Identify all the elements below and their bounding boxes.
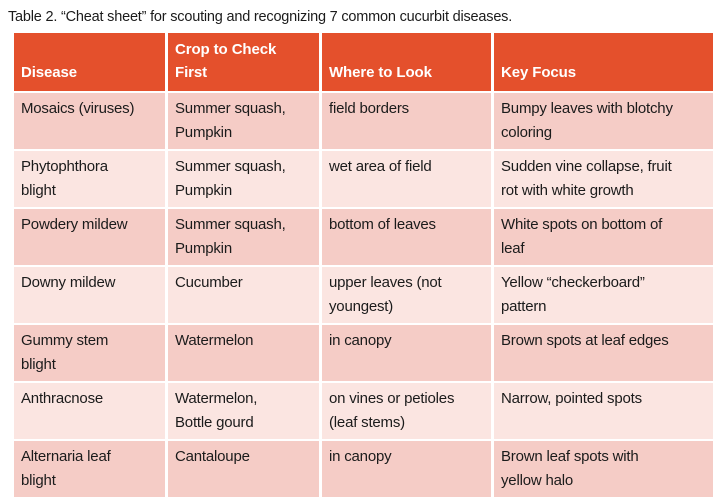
table-cell: White spots on bottom of leaf (494, 209, 713, 267)
table-cell: Brown leaf spots with yellow halo (494, 441, 713, 498)
table-cell: Phytophthora blight (14, 151, 168, 209)
table-cell: Anthracnose (14, 383, 168, 441)
disease-table: Disease Crop to Check First Where to Look K… (14, 33, 713, 498)
table-cell: on vines or petioles (leaf stems) (322, 383, 494, 441)
table-row: Powdery mildew Summer squash, Pumpkin bott… (14, 209, 713, 267)
table-row: Mosaics (viruses) Summer squash, Pumpkin f… (14, 93, 713, 151)
table-cell: Yellow “checkerboard” pattern (494, 267, 713, 325)
table-row: Alternaria leaf blight Cantaloupe in canop… (14, 441, 713, 498)
table-cell: Brown spots at leaf edges (494, 325, 713, 383)
table-cell: in canopy (322, 441, 494, 498)
column-header: Where to Look (322, 33, 494, 93)
table-cell: Powdery mildew (14, 209, 168, 267)
table-row: Phytophthora blight Summer squash, Pumpki… (14, 151, 713, 209)
table-cell: bottom of leaves (322, 209, 494, 267)
table-row: Gummy stem blight Watermelon in canopy Brow… (14, 325, 713, 383)
table-cell: Mosaics (viruses) (14, 93, 168, 151)
table-cell: Bumpy leaves with blotchy coloring (494, 93, 713, 151)
table-cell: Gummy stem blight (14, 325, 168, 383)
table-body: Mosaics (viruses) Summer squash, Pumpkin f… (14, 93, 713, 498)
table-cell: Sudden vine collapse, fruit rot with whi… (494, 151, 713, 209)
table-cell: in canopy (322, 325, 494, 383)
header-row: Disease Crop to Check First Where to Look K… (14, 33, 713, 93)
table-cell: Summer squash, Pumpkin (168, 93, 322, 151)
table-cell: Watermelon, Bottle gourd (168, 383, 322, 441)
table-cell: Alternaria leaf blight (14, 441, 168, 498)
table-row: Anthracnose Watermelon, Bottle gourd on vi… (14, 383, 713, 441)
table-cell: Summer squash, Pumpkin (168, 209, 322, 267)
table-cell: Cucumber (168, 267, 322, 325)
column-header: Key Focus (494, 33, 713, 93)
table-cell: Summer squash, Pumpkin (168, 151, 322, 209)
column-header: Disease (14, 33, 168, 93)
table-caption: Table 2. “Cheat sheet” for scouting and … (8, 9, 513, 25)
table-header: Disease Crop to Check First Where to Look K… (14, 33, 713, 93)
table-cell: Cantaloupe (168, 441, 322, 498)
table-row: Downy mildew Cucumber upper leaves (not yo… (14, 267, 713, 325)
table-cell: Watermelon (168, 325, 322, 383)
table-cell: Downy mildew (14, 267, 168, 325)
table-cell: wet area of field (322, 151, 494, 209)
column-header: Crop to Check First (168, 33, 322, 93)
table-cell: field borders (322, 93, 494, 151)
table-cell: upper leaves (not youngest) (322, 267, 494, 325)
table-cell: Narrow, pointed spots (494, 383, 713, 441)
